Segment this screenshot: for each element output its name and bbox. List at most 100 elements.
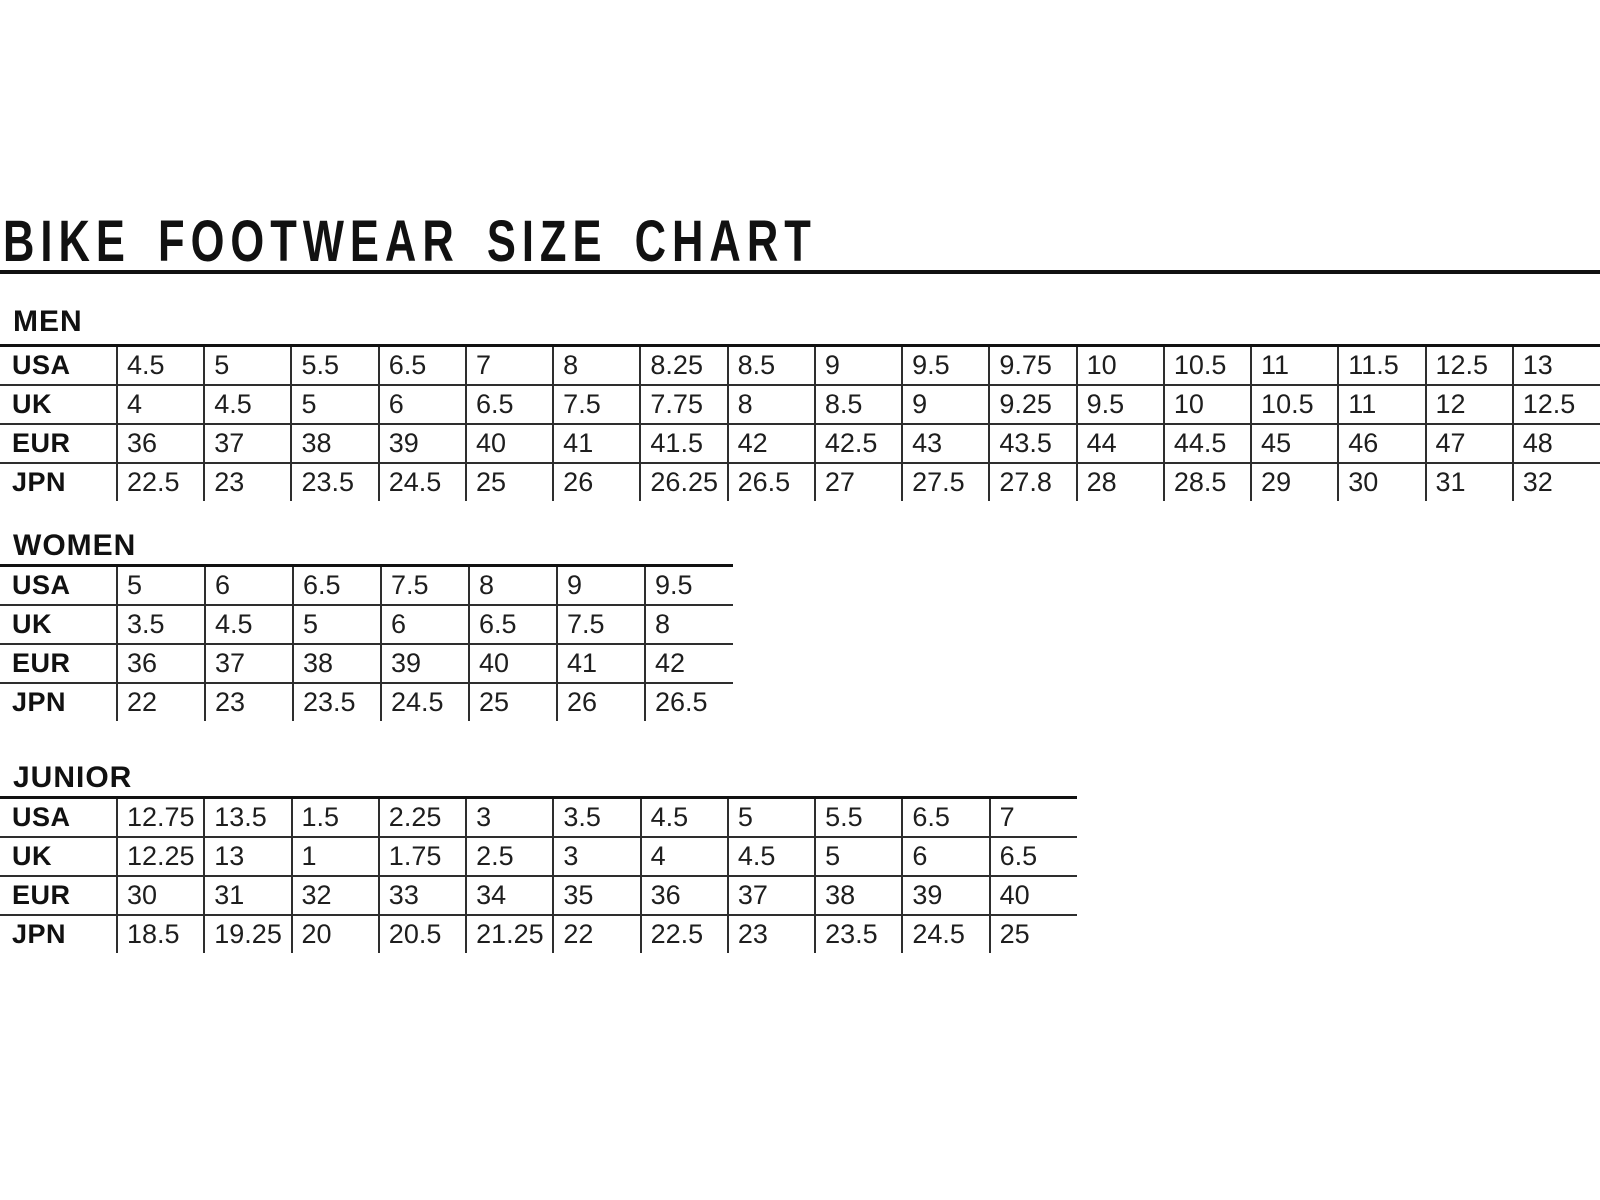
size-cell: 44 <box>1075 424 1164 464</box>
size-cell: 43.5 <box>988 424 1077 464</box>
size-cell: 24.5 <box>901 915 990 953</box>
size-cell: 6.5 <box>901 797 990 838</box>
size-cell: 11.5 <box>1337 345 1426 386</box>
size-cell: 22 <box>116 683 205 721</box>
row-label-jpn: JPN <box>12 687 67 717</box>
size-cell: 30 <box>1337 463 1426 501</box>
size-cell: 5 <box>726 797 816 838</box>
size-cell: 40 <box>988 876 1077 916</box>
size-cell: 13.5 <box>203 797 292 838</box>
table-row: UK 3.5 4.5 5 6 6.5 7.5 8 <box>0 605 733 645</box>
size-cell: 25 <box>468 683 557 721</box>
table-row: EUR 36 37 38 39 40 41 42 <box>0 644 733 684</box>
size-cell: 1.5 <box>290 797 379 838</box>
size-cell: 4 <box>115 385 205 425</box>
size-cell: 8 <box>552 345 641 386</box>
size-cell: 12.5 <box>1511 385 1600 425</box>
size-cell: 3.5 <box>552 797 641 838</box>
size-cell: 25 <box>464 463 554 501</box>
size-cell: 35 <box>552 876 641 916</box>
size-cell: 13 <box>203 837 292 877</box>
size-cell: 36 <box>115 424 205 464</box>
size-cell: 5 <box>292 605 381 645</box>
row-label-eur: EUR <box>0 644 117 684</box>
size-cell: 47 <box>1424 424 1513 464</box>
size-cell: 9 <box>901 385 990 425</box>
size-cell: 38 <box>292 644 381 684</box>
size-cell: 6.5 <box>464 385 554 425</box>
size-cell: 19.25 <box>203 915 292 953</box>
size-cell: 26 <box>556 683 645 721</box>
size-cell: 2.25 <box>377 797 467 838</box>
size-cell: 9.5 <box>644 565 733 606</box>
size-cell: 1 <box>290 837 379 877</box>
size-cell: 37 <box>204 644 293 684</box>
size-cell: 12.25 <box>115 837 205 877</box>
size-cell: 22 <box>552 915 641 953</box>
size-cell: 9.25 <box>988 385 1077 425</box>
table-row: USA 5 6 6.5 7.5 8 9 9.5 <box>0 565 733 606</box>
size-cell: 9.5 <box>1075 385 1164 425</box>
size-cell: 3 <box>465 797 554 838</box>
table-row: USA 12.75 13.5 1.5 2.25 3 3.5 4.5 5 5.5 6.5 7 <box>0 797 1077 838</box>
size-cell: 45 <box>1250 424 1339 464</box>
size-cell: 23 <box>726 915 816 953</box>
size-cell: 8.5 <box>813 385 903 425</box>
size-cell: 32 <box>1511 463 1600 501</box>
section-label-men: MEN <box>13 305 83 338</box>
row-label-eur: EUR <box>0 424 117 464</box>
row-label-eur: EUR <box>0 876 117 916</box>
size-cell: 40 <box>468 644 557 684</box>
size-cell: 23 <box>203 463 292 501</box>
size-cell: 4.5 <box>203 385 292 425</box>
size-cell: 46 <box>1337 424 1426 464</box>
size-cell: 33 <box>377 876 467 916</box>
size-cell: 43 <box>901 424 990 464</box>
size-cell: 8 <box>726 385 815 425</box>
size-cell: 4.5 <box>204 605 293 645</box>
size-cell: 21.25 <box>465 915 554 953</box>
size-cell: 13 <box>1511 345 1600 386</box>
row-label-usa: USA <box>0 345 117 386</box>
size-cell: 10.5 <box>1162 345 1252 386</box>
size-cell: 7 <box>988 797 1077 838</box>
size-cell: 11 <box>1337 385 1426 425</box>
size-cell: 41 <box>556 644 645 684</box>
table-row: JPN 22.5 23 23.5 24.5 25 26 26.25 26.5 27 27.5 27.8… <box>0 463 1600 501</box>
size-cell: 30 <box>115 876 205 916</box>
size-cell: 36 <box>639 876 728 916</box>
size-cell: 5 <box>116 565 205 606</box>
size-cell: 3 <box>552 837 641 877</box>
size-cell: 20.5 <box>377 915 467 953</box>
size-table-women: USA 5 6 6.5 7.5 8 9 9.5 UK 3.5 4.5 5 6 6.5 7.5 8 EUR 36 37… <box>0 564 733 721</box>
size-cell: 27.8 <box>988 463 1077 501</box>
size-cell: 24.5 <box>377 463 466 501</box>
size-cell: 5 <box>203 345 292 386</box>
size-cell: 38 <box>814 876 903 916</box>
row-label-uk: UK <box>0 385 117 425</box>
size-cell: 6.5 <box>292 565 381 606</box>
table-row: UK 12.25 13 1 1.75 2.5 3 4 4.5 5 6 6.5 <box>0 837 1077 877</box>
size-cell: 27 <box>813 463 903 501</box>
size-cell: 7 <box>464 345 554 386</box>
size-cell: 22.5 <box>639 915 728 953</box>
size-cell: 42 <box>644 644 733 684</box>
size-cell: 10 <box>1162 385 1252 425</box>
size-cell: 39 <box>380 644 469 684</box>
table-row: UK 4 4.5 5 6 6.5 7.5 7.75 8 8.5 9 9.25 9.5 10 10.5 11 12… <box>0 385 1600 425</box>
size-cell: 6.5 <box>377 345 466 386</box>
size-cell: 3.5 <box>116 605 205 645</box>
size-cell: 42.5 <box>813 424 903 464</box>
size-cell: 10.5 <box>1250 385 1339 425</box>
size-cell: 26.5 <box>644 683 733 721</box>
size-cell: 29 <box>1250 463 1339 501</box>
size-cell: 39 <box>901 876 990 916</box>
size-cell: 4.5 <box>639 797 728 838</box>
size-cell: 10 <box>1075 345 1164 386</box>
size-cell: 4.5 <box>115 345 205 386</box>
size-cell: 2.5 <box>465 837 554 877</box>
size-cell: 12.5 <box>1424 345 1513 386</box>
size-cell: 24.5 <box>380 683 469 721</box>
size-table-junior: USA 12.75 13.5 1.5 2.25 3 3.5 4.5 5 5.5 6.5 7 UK 12.2… <box>0 796 1077 953</box>
size-cell: 23.5 <box>290 463 379 501</box>
